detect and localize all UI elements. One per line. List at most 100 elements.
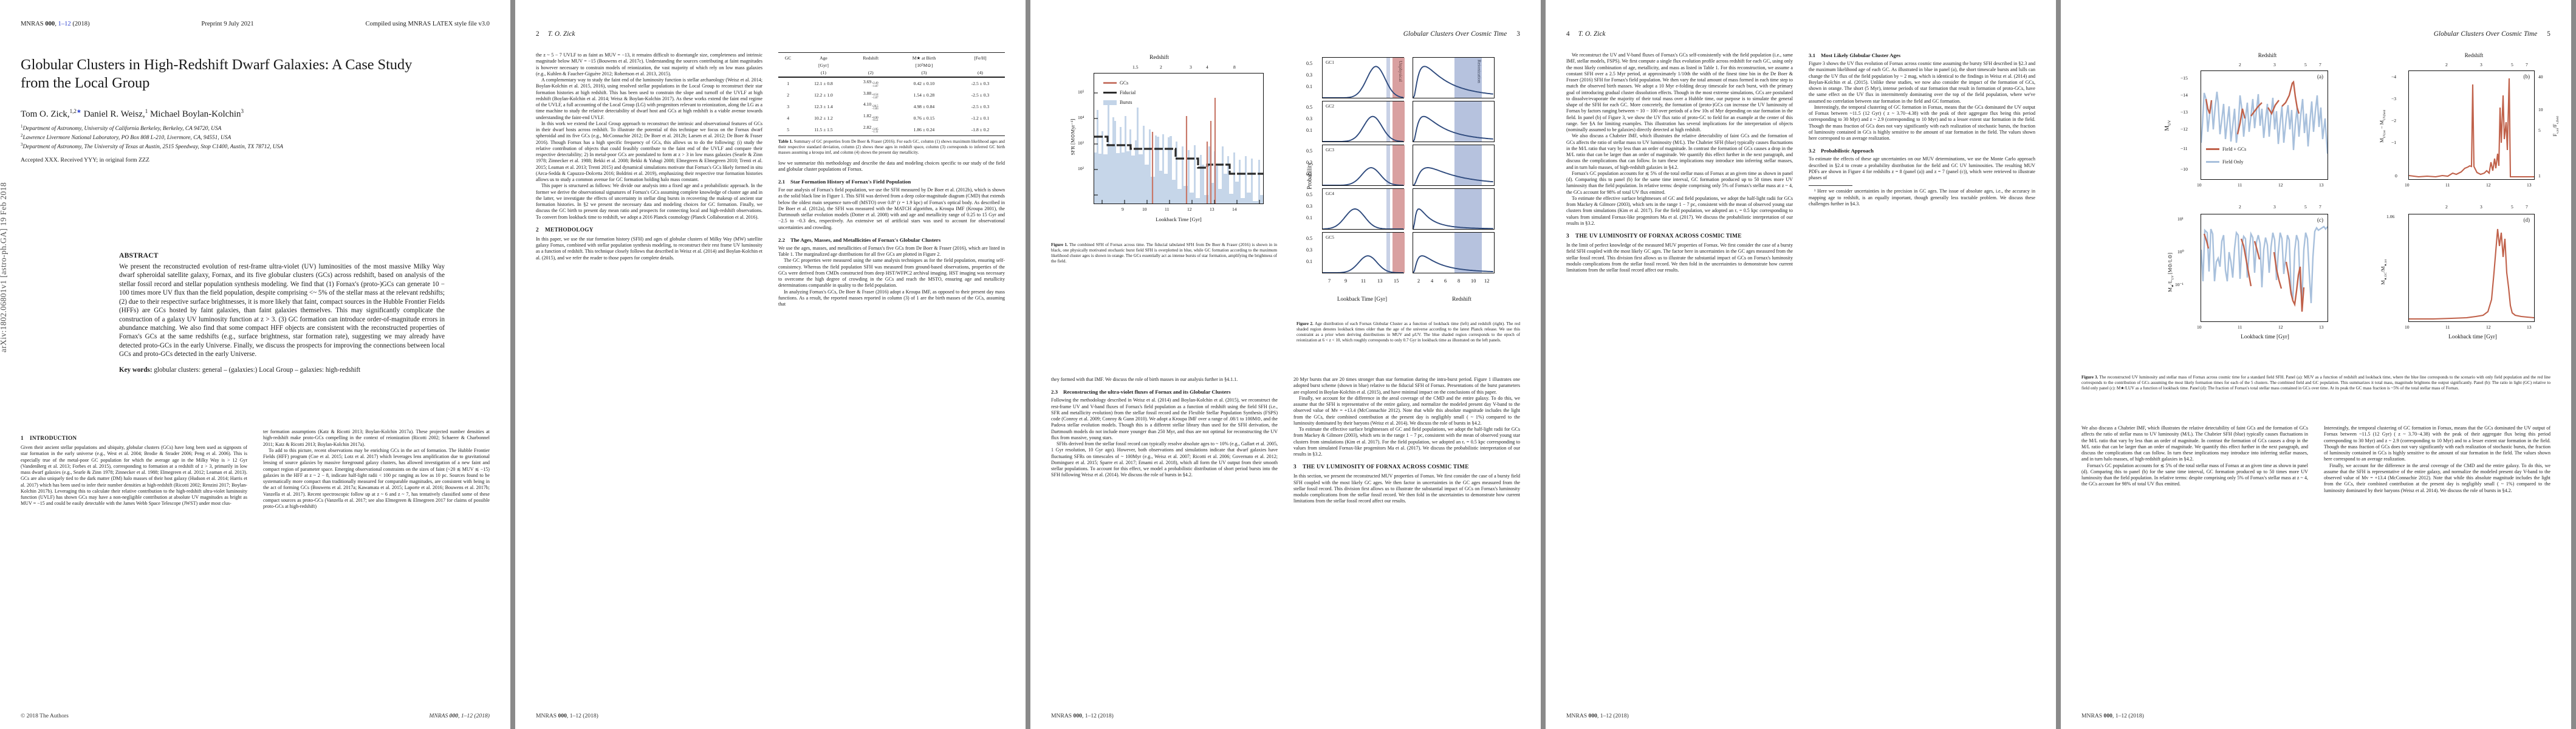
intro-paragraph-1: Given their ancient stellar populations … [21,445,247,507]
fig3c-xtick-13: 13 [2319,324,2324,330]
pdf-page-2: 2 T. O. Zick the z ~ 5 − 7 UVLF to as fai… [515,0,1026,729]
fig2-curve-gc1 [1323,66,1403,98]
fig1-legend-fiducial: Fiducial [1103,90,1136,95]
cell-mass: 0.76 ± 0.15 [913,115,935,121]
fig1-ytick-1e5: 10⁵ [1078,89,1084,95]
fig3a-xtick-10: 10 [2197,182,2202,188]
fig2-zcurve-gc4 [1413,208,1493,229]
fig2-gc5-panel-redshift [1413,232,1495,273]
fig1-xtick-9: 9 [1122,207,1124,212]
page3-body-columns: they formed with that IMF. We discuss th… [1051,377,1520,707]
p3-paragraph-7: To estimate the effective surface bright… [1293,426,1520,457]
fig3a-legend-swatch-field-gcs [2206,148,2219,150]
abstract-body: We present the reconstructed evolution o… [119,263,445,358]
cell-mass: 0.42 ± 0.10 [913,80,935,86]
cell-redshift: 4.10 +26.5 −1.83 [863,101,879,111]
fig1-svg [1094,92,1263,204]
fig1-legend-swatch-bursts [1103,100,1117,105]
fig1-axes [1094,73,1264,204]
cell-feh: -1.8 ± 0.2 [971,126,990,132]
fig1-ytick-1e2: 10² [1078,166,1084,171]
intro-paragraph-3: To add to this picture, recent observati… [263,447,490,509]
fig1-ztick-1: 1.5 [1132,64,1139,70]
table-row: 2 12.2 ± 1.0 3.88 +4.54 −1.07 1.54 ± 0.28 -2.5… [778,89,1005,101]
fig3c-ytick-1e1: 10¹ [2177,216,2184,222]
page3-col-left: they formed with that IMF. We discuss th… [1051,377,1278,707]
fig3c-ztick-5: 5 [2304,204,2307,210]
p3-paragraph-2: Following the methodology described in W… [1051,397,1278,440]
table-row: 4 10.2 ± 1.2 1.82 +0.90 −0.51 0.76 ± 0.15 -1.2… [778,112,1005,124]
p4-paragraph-4a: To estimate the effective surface bright… [1566,195,1793,226]
fig2-xtick-left-9: 9 [1345,278,1348,284]
fig3a-ztick-5: 5 [2304,62,2307,67]
th-col1-num: (1) [821,70,826,76]
p5-paragraph-4: Finally, we account for the difference i… [2324,462,2550,493]
page4-body-columns: We reconstruct the UV and V-band fluxes … [1566,52,2035,707]
intro-paragraph-2: ter formation assumptions (Katz & Ricott… [263,429,490,447]
fig2-xtick-left-11: 11 [1361,278,1366,284]
figure-2-caption: Figure 2. Age distribution of each Forna… [1297,321,1520,343]
fig3c-xtick-10: 10 [2197,324,2202,330]
fig1-ytick-1e4: 10⁴ [1078,115,1084,120]
cell-gc: 5 [787,126,790,132]
fig3b-ztick-2: 2 [2445,62,2448,67]
fig2-label-gc4: GC4 [1326,191,1334,196]
fig3b-ylabel: MUV,tot − MUV,field [2379,109,2386,143]
fig3a-panel-tag: (a) [2317,74,2323,80]
cell-feh: -1.2 ± 0.1 [971,115,990,121]
fig2-band-reionization [1454,58,1482,98]
fig3b-axes: (b) [2408,70,2535,180]
fig2-band-reionization [1454,233,1482,273]
pdf-page-3: Globular Clusters Over Cosmic Time 3 Reds… [1030,0,1541,729]
cell-redshift: 1.82 +0.90 −0.51 [863,113,879,123]
cell-gc: 2 [787,92,790,98]
fig3d-ylabel: M★,GC/M★,tot [2380,259,2388,285]
fig3c-ztick-7: 7 [2319,204,2321,210]
th-col2-num: (2) [868,70,874,76]
fig2-curve-gc5 [1323,255,1403,273]
p5-paragraph-3: Interestingly, the temporal clustering o… [2324,425,2550,462]
copyright-footer-1: © 2018 The Authors [21,713,69,719]
fig2-zcurve-gc2 [1413,115,1493,142]
fig3d-ztick-3: 3 [2480,204,2482,210]
p4-paragraph-7: To estimate the effects of these age unc… [1809,156,2035,180]
fig2-xtick-right-6: 6 [1444,278,1447,284]
p4-paragraph-5: Figure 3 shows the UV flux evolution of … [1809,61,2035,104]
footnote-rule-p4 [1809,185,1852,187]
fig3b-ytick-m3: −3 [2391,96,2397,101]
abstract-block: ABSTRACT We present the reconstructed ev… [119,252,445,374]
fig2-gc2-panel-redshift [1413,101,1495,142]
figure-1-caption: Figure 1. The combined SFH of Fornax acr… [1051,242,1277,264]
runhead-page4: 4 T. O. Zick [1566,30,1606,38]
subsection-2-1-heading: 2.1 Star Formation History of Fornax's Fi… [778,179,911,185]
fig3c-axes: (c) [2201,214,2328,322]
accepted-line: Accepted XXX. Received YYY; in original … [21,157,150,163]
fig2-band-unphysical-edge [1386,189,1391,229]
fig1-xtick-13: 13 [1210,207,1214,212]
cell-mass: 4.98 ± 0.84 [913,103,935,109]
figure-3-panel-d: 2 3 5 7 (d) 1.06 M★,GC/M★,tot 10 11 12 1… [2365,200,2565,364]
page1-footer-ref: MNRAS 000, 1–12 (2018) [429,713,490,719]
fig2-zcurve-gc1 [1413,66,1493,98]
fig2-band-unphysical [1392,101,1405,142]
p5-paragraph-1: We also discuss a Chabrier IMF, which il… [2081,425,2308,462]
fig2-gc5-ytick-0.5: 0.5 [1306,236,1312,241]
fig3b-y2tick-1: 1 [2538,173,2541,179]
p4-paragraph-1: We reconstruct the UV and V-band fluxes … [1566,52,1793,132]
table1-caption: Table 1. Summary of GC properties from D… [778,139,1005,155]
fig3b-y2tick-10: 10 [2538,107,2543,112]
figure-1-sfh-plot: Redshift 1.5 2 3 4 8 [1051,52,1277,234]
p3-paragraph-1: they formed with that IMF. We discuss th… [1051,377,1238,382]
fig1-legend-swatch-fiducial [1103,92,1117,94]
p3-paragraph-5: 20 Myr bursts that are 20 times stronger… [1293,377,1520,395]
journal-ref: MNRAS 000, 1–12 (2018) [21,21,90,27]
fig3a-ytick-m13: −13 [2180,109,2188,115]
fig3a-legend-swatch-field-only [2206,161,2219,163]
fig3b-y2tick-40: 40 [2538,74,2543,80]
fig2-xtick-right-2: 2 [1417,278,1420,284]
arxiv-identifier-stamp: arXiv:1802.06801v1 [astro-ph.GA] 19 Feb … [0,182,8,353]
th-gc: GC [784,55,792,61]
fig2-gc4-panel-redshift [1413,188,1495,230]
keywords-label: Key words: [119,366,152,374]
